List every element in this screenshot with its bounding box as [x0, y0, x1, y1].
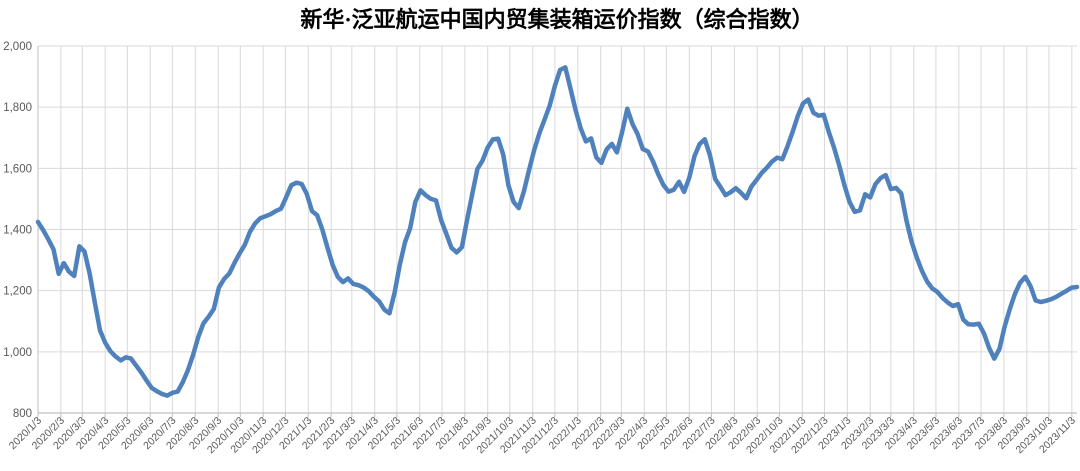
y-tick-label: 1,400	[3, 225, 32, 237]
chart-title: 新华·泛亚航运中国内贸集装箱运价指数（综合指数）	[300, 7, 813, 32]
y-axis-tick-labels: 800 1,000 1,200 1,400 1,600 1,800 2,000	[3, 41, 32, 420]
y-tick-label: 1,600	[3, 163, 32, 175]
y-tick-label: 1,000	[3, 347, 32, 359]
y-tick-label: 1,800	[3, 102, 32, 114]
y-tick-label: 2,000	[3, 41, 32, 53]
series-line-composite-index	[35, 65, 1080, 398]
x-axis-tick-labels: 2020/1/32020/2/32020/3/32020/4/32020/5/3…	[7, 415, 1078, 457]
y-tick-label: 800	[13, 408, 32, 420]
axes	[37, 46, 1077, 417]
y-tick-label: 1,200	[3, 286, 32, 298]
